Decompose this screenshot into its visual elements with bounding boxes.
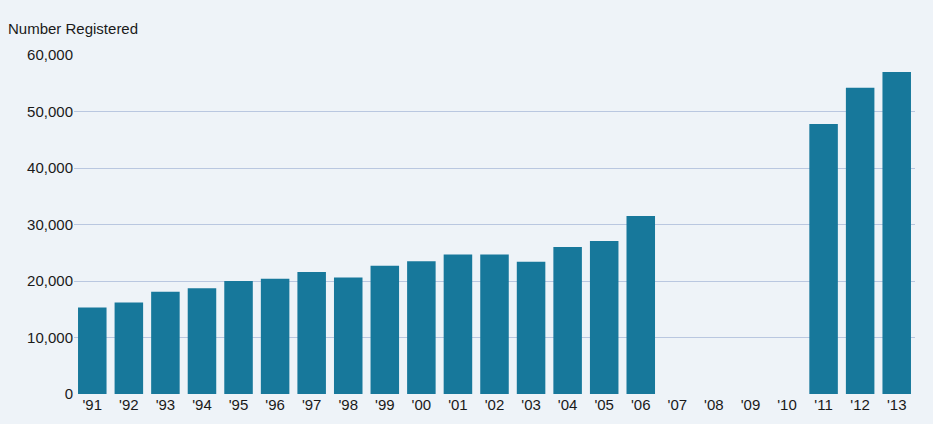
svg-text:'98: '98 <box>338 396 358 413</box>
svg-text:'95: '95 <box>229 396 249 413</box>
svg-text:'92: '92 <box>119 396 139 413</box>
svg-text:'96: '96 <box>265 396 285 413</box>
svg-text:10,000: 10,000 <box>27 329 73 346</box>
svg-text:40,000: 40,000 <box>27 159 73 176</box>
svg-text:Number Registered: Number Registered <box>8 20 138 37</box>
svg-text:'04: '04 <box>558 396 578 413</box>
svg-text:'91: '91 <box>82 396 102 413</box>
svg-text:'07: '07 <box>668 396 688 413</box>
svg-text:'00: '00 <box>412 396 432 413</box>
svg-text:20,000: 20,000 <box>27 272 73 289</box>
svg-text:30,000: 30,000 <box>27 216 73 233</box>
svg-text:'02: '02 <box>485 396 505 413</box>
svg-text:'08: '08 <box>704 396 724 413</box>
svg-text:'97: '97 <box>302 396 322 413</box>
svg-text:'03: '03 <box>521 396 541 413</box>
svg-text:'13: '13 <box>887 396 907 413</box>
svg-text:'94: '94 <box>192 396 212 413</box>
svg-text:'10: '10 <box>777 396 797 413</box>
svg-text:'05: '05 <box>594 396 614 413</box>
svg-text:'01: '01 <box>448 396 468 413</box>
svg-text:'06: '06 <box>631 396 651 413</box>
svg-text:'09: '09 <box>741 396 761 413</box>
svg-text:'93: '93 <box>156 396 176 413</box>
svg-text:50,000: 50,000 <box>27 103 73 120</box>
svg-text:'12: '12 <box>850 396 870 413</box>
svg-text:0: 0 <box>65 385 73 402</box>
svg-text:60,000: 60,000 <box>27 46 73 63</box>
svg-text:'99: '99 <box>375 396 395 413</box>
svg-text:'11: '11 <box>814 396 832 413</box>
